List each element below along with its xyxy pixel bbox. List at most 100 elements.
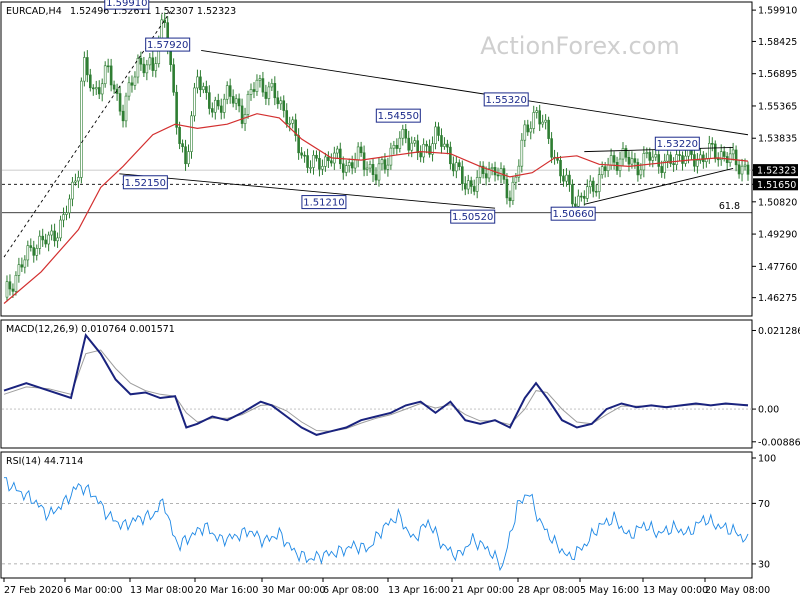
price-label: 1.54550 <box>378 111 419 122</box>
candle-body <box>222 98 226 113</box>
candle-body <box>431 143 434 155</box>
candle-body <box>597 174 601 192</box>
candle-body <box>428 145 431 155</box>
candle-body <box>14 275 18 292</box>
candle-body <box>443 143 446 147</box>
price-tick-label: 1.50820 <box>758 197 797 208</box>
price-tick-label: 1.52323 <box>757 166 796 177</box>
candle-body <box>106 65 110 68</box>
candle-body <box>526 124 530 133</box>
candle-body <box>585 186 589 199</box>
macd-axis: 0.021286 0.00 -0.008863 <box>752 326 800 448</box>
time-tick-label: 27 Feb 2020 <box>4 585 63 596</box>
candle-body <box>71 181 74 200</box>
candle-body <box>583 195 586 199</box>
candle-body <box>663 160 666 173</box>
candle-body <box>306 155 309 168</box>
candle-body <box>574 203 577 207</box>
candle-body <box>219 105 223 113</box>
candle-body <box>291 119 294 124</box>
candle-body <box>702 154 705 163</box>
candle-body <box>270 83 274 88</box>
candle-body <box>693 154 696 167</box>
candle-body <box>434 126 437 145</box>
price-tick-label: 1.47760 <box>758 262 797 273</box>
candle-body <box>97 87 101 95</box>
candle-body <box>419 152 422 158</box>
candle-body <box>716 158 720 161</box>
candle-body <box>26 245 30 261</box>
candle-body <box>324 156 327 167</box>
candle-body <box>362 152 366 170</box>
candle-body <box>565 174 568 182</box>
price-panel-frame <box>0 1 753 317</box>
candle-body <box>722 151 726 157</box>
candle-body <box>648 152 652 161</box>
price-label-box <box>145 37 191 52</box>
candle-body <box>148 57 152 66</box>
price-axis-box <box>753 178 798 191</box>
candle-body <box>606 164 610 171</box>
candle-body <box>309 167 312 169</box>
candle-body <box>499 168 503 177</box>
rsi-series-line <box>4 477 749 572</box>
candle-body <box>475 177 479 192</box>
candle-body <box>356 146 360 161</box>
price-tick-label: 1.49290 <box>758 230 797 241</box>
candle-body <box>437 126 440 136</box>
rsi-panel-frame <box>0 451 753 579</box>
candle-body <box>615 161 619 171</box>
price-tick-label: 1.58425 <box>758 37 797 48</box>
candle-body <box>651 156 655 161</box>
rsi-tick-label: 100 <box>758 454 776 465</box>
rsi-tick-label: 70 <box>758 499 770 510</box>
candle-body <box>154 63 158 71</box>
candle-body <box>255 79 259 92</box>
candle-body <box>404 128 408 139</box>
price-tick-label: 1.53835 <box>758 134 797 145</box>
candle-body <box>193 87 196 117</box>
price-label: 1.50660 <box>552 209 593 220</box>
candle-body <box>252 89 256 92</box>
candle-body <box>458 162 461 167</box>
candle-body <box>550 138 553 158</box>
candle-body <box>466 180 470 190</box>
candle-body <box>571 184 574 205</box>
candle-body <box>68 198 71 214</box>
candle-body <box>639 169 643 176</box>
candle-body <box>532 112 536 129</box>
time-tick-label: 6 Mar 00:00 <box>65 585 122 596</box>
rsi-header: RSI(14) 44.7114 <box>6 456 83 467</box>
price-tick-label: 1.51650 <box>757 180 796 191</box>
candle-body <box>32 247 36 256</box>
price-label-box <box>550 206 596 221</box>
candle-body <box>89 74 92 89</box>
candle-body <box>746 164 750 175</box>
candle-body <box>487 168 491 179</box>
candle-body <box>446 143 449 148</box>
time-tick-label: 6 Apr 08:00 <box>323 585 379 596</box>
candle-body <box>401 128 405 139</box>
price-label: 1.52150 <box>125 178 166 189</box>
candle-body <box>86 57 89 76</box>
trendline <box>201 49 749 136</box>
candle-body <box>666 154 669 162</box>
trendline <box>119 173 496 209</box>
candle-body <box>276 97 280 105</box>
candle-body <box>133 76 137 86</box>
macd-signal-line <box>3 349 749 432</box>
candle-body <box>496 174 500 177</box>
candle-body <box>318 158 321 170</box>
trendlines <box>3 9 749 258</box>
candle-body <box>321 166 324 170</box>
candle-body <box>65 212 68 215</box>
candle-body <box>660 166 663 173</box>
time-tick-label: 30 Mar 00:00 <box>262 585 325 596</box>
time-tick-label: 13 Apr 16:00 <box>388 585 450 596</box>
candle-body <box>675 154 678 165</box>
price-label-box <box>483 92 529 107</box>
candle-body <box>228 85 232 97</box>
candle-body <box>225 85 229 100</box>
candle-body <box>231 96 235 104</box>
